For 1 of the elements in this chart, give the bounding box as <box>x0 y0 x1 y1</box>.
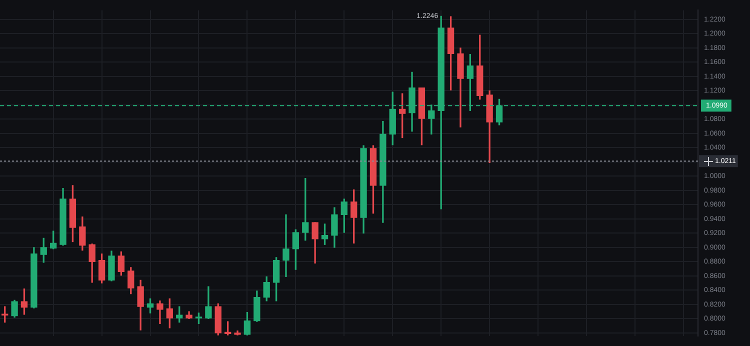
candlestick <box>282 214 290 277</box>
